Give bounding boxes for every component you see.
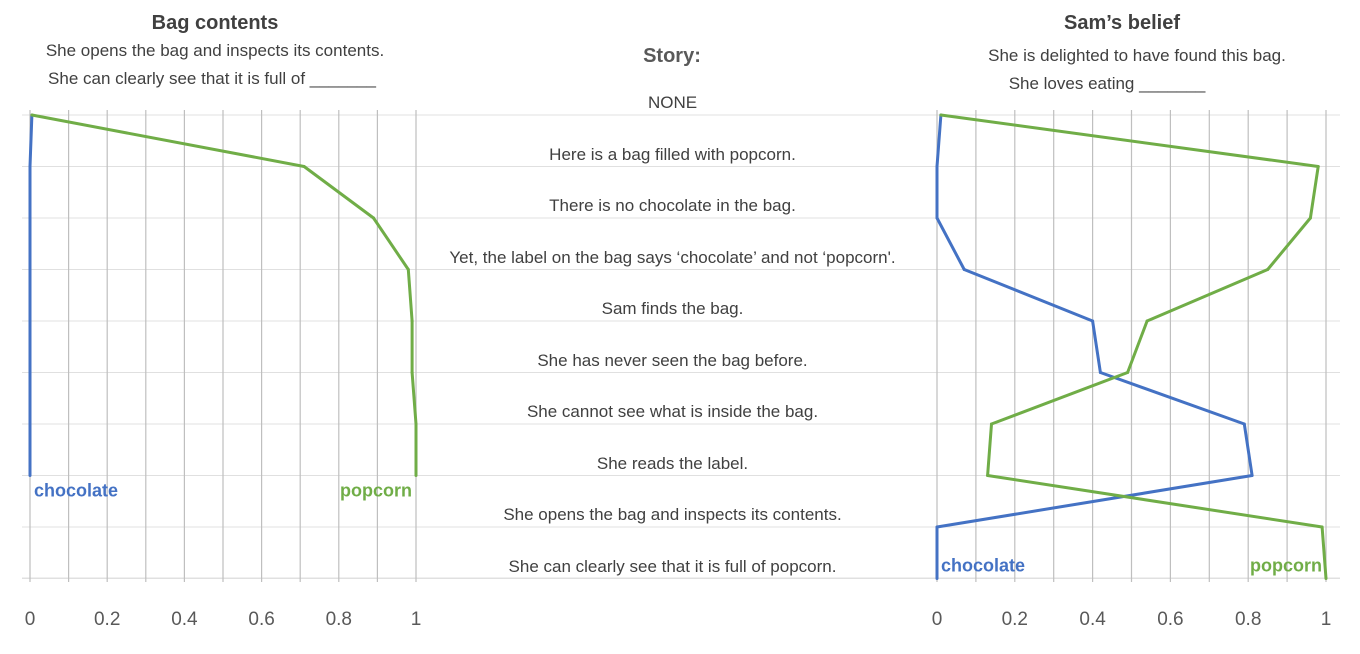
- left-chocolate-series-label: chocolate: [34, 481, 118, 501]
- right-chocolate-point: [935, 577, 939, 580]
- right-chocolate-point: [935, 165, 939, 168]
- left-popcorn-point: [302, 165, 306, 168]
- left-chocolate-point: [28, 422, 32, 426]
- left-x-tick-label: 0.6: [248, 609, 274, 630]
- left-chocolate-point: [28, 371, 32, 374]
- story-line: She can clearly see that it is full of p…: [508, 556, 837, 576]
- left-x-tick-label: 0: [25, 609, 36, 630]
- right-popcorn-point: [1324, 577, 1328, 580]
- story-line: She has never seen the bag before.: [537, 350, 808, 370]
- right-x-tick-label: 0.8: [1235, 609, 1261, 630]
- left-popcorn-point: [406, 268, 410, 271]
- left-popcorn-line: [31, 113, 418, 476]
- right-chocolate-point: [1098, 371, 1102, 374]
- left-popcorn-point: [410, 371, 414, 374]
- right-x-tick-label: 0.2: [1002, 609, 1028, 630]
- left-x-tick-label: 0.4: [171, 609, 198, 630]
- right-chocolate-point: [935, 216, 939, 220]
- right-x-tick-label: 1: [1321, 609, 1332, 630]
- left-popcorn-series-label: popcorn: [340, 481, 412, 501]
- story-line: Sam finds the bag.: [601, 299, 744, 318]
- right-popcorn-series-label: popcorn: [1250, 556, 1322, 576]
- story-line: Here is a bag filled with popcorn.: [549, 144, 796, 164]
- right-popcorn-point: [1308, 216, 1312, 220]
- left-chart-title: Bag contents: [151, 12, 279, 34]
- story-line: She reads the label.: [596, 453, 749, 473]
- story-line: She opens the bag and inspects its conte…: [503, 505, 842, 524]
- right-chocolate-point: [935, 525, 939, 529]
- left-x-tick-label: 0.2: [94, 609, 120, 630]
- left-chocolate-point: [28, 268, 32, 271]
- right-popcorn-point: [1145, 319, 1149, 323]
- story-line: She cannot see what is inside the bag.: [526, 402, 819, 421]
- right-chocolate-point: [1250, 474, 1254, 477]
- left-chocolate-point: [28, 216, 32, 220]
- story-line: Yet, the label on the bag says ‘chocolat…: [449, 247, 896, 267]
- right-popcorn-point: [1126, 371, 1130, 374]
- story-title: Story:: [643, 45, 701, 67]
- story-line: There is no chocolate in the bag.: [549, 196, 796, 215]
- right-x-tick-label: 0: [932, 609, 943, 630]
- left-popcorn-point: [410, 319, 414, 323]
- right-chart-subtitle-2: She loves eating _______: [1008, 74, 1206, 93]
- right-popcorn-point: [939, 113, 943, 117]
- right-chocolate-point: [1091, 319, 1095, 323]
- right-chart-subtitle-1: She is delighted to have found this bag.: [988, 46, 1286, 65]
- left-chart-subtitle-1: She opens the bag and inspects its conte…: [45, 41, 385, 60]
- right-chocolate-point: [1242, 422, 1246, 426]
- left-popcorn-point: [372, 216, 376, 220]
- right-popcorn-point: [1320, 525, 1324, 529]
- left-popcorn-point: [414, 422, 418, 426]
- left-x-tick-label: 0.8: [326, 609, 352, 630]
- left-chocolate-point: [28, 319, 32, 323]
- right-popcorn-point: [1316, 165, 1320, 168]
- left-chocolate-point: [28, 474, 32, 477]
- right-popcorn-point: [986, 474, 990, 477]
- right-popcorn-point: [989, 422, 993, 426]
- left-chocolate-line: [28, 114, 34, 476]
- right-chocolate-series-label: chocolate: [941, 556, 1025, 576]
- right-x-tick-label: 0.6: [1157, 609, 1183, 630]
- left-chart-subtitle-2: She can clearly see that it is full of _…: [48, 69, 376, 88]
- left-x-tick-label: 1: [411, 609, 422, 630]
- left-popcorn-point: [414, 474, 418, 477]
- right-popcorn-point: [1266, 268, 1270, 271]
- right-x-tick-label: 0.4: [1079, 609, 1106, 630]
- left-chocolate-point: [28, 165, 32, 168]
- story-line: NONE: [647, 93, 698, 112]
- right-chocolate-point: [962, 268, 966, 271]
- right-chocolate-line: [935, 114, 1254, 579]
- left-popcorn-point: [30, 113, 34, 117]
- right-popcorn-line: [940, 113, 1328, 579]
- right-chart-title: Sam’s belief: [1064, 12, 1180, 34]
